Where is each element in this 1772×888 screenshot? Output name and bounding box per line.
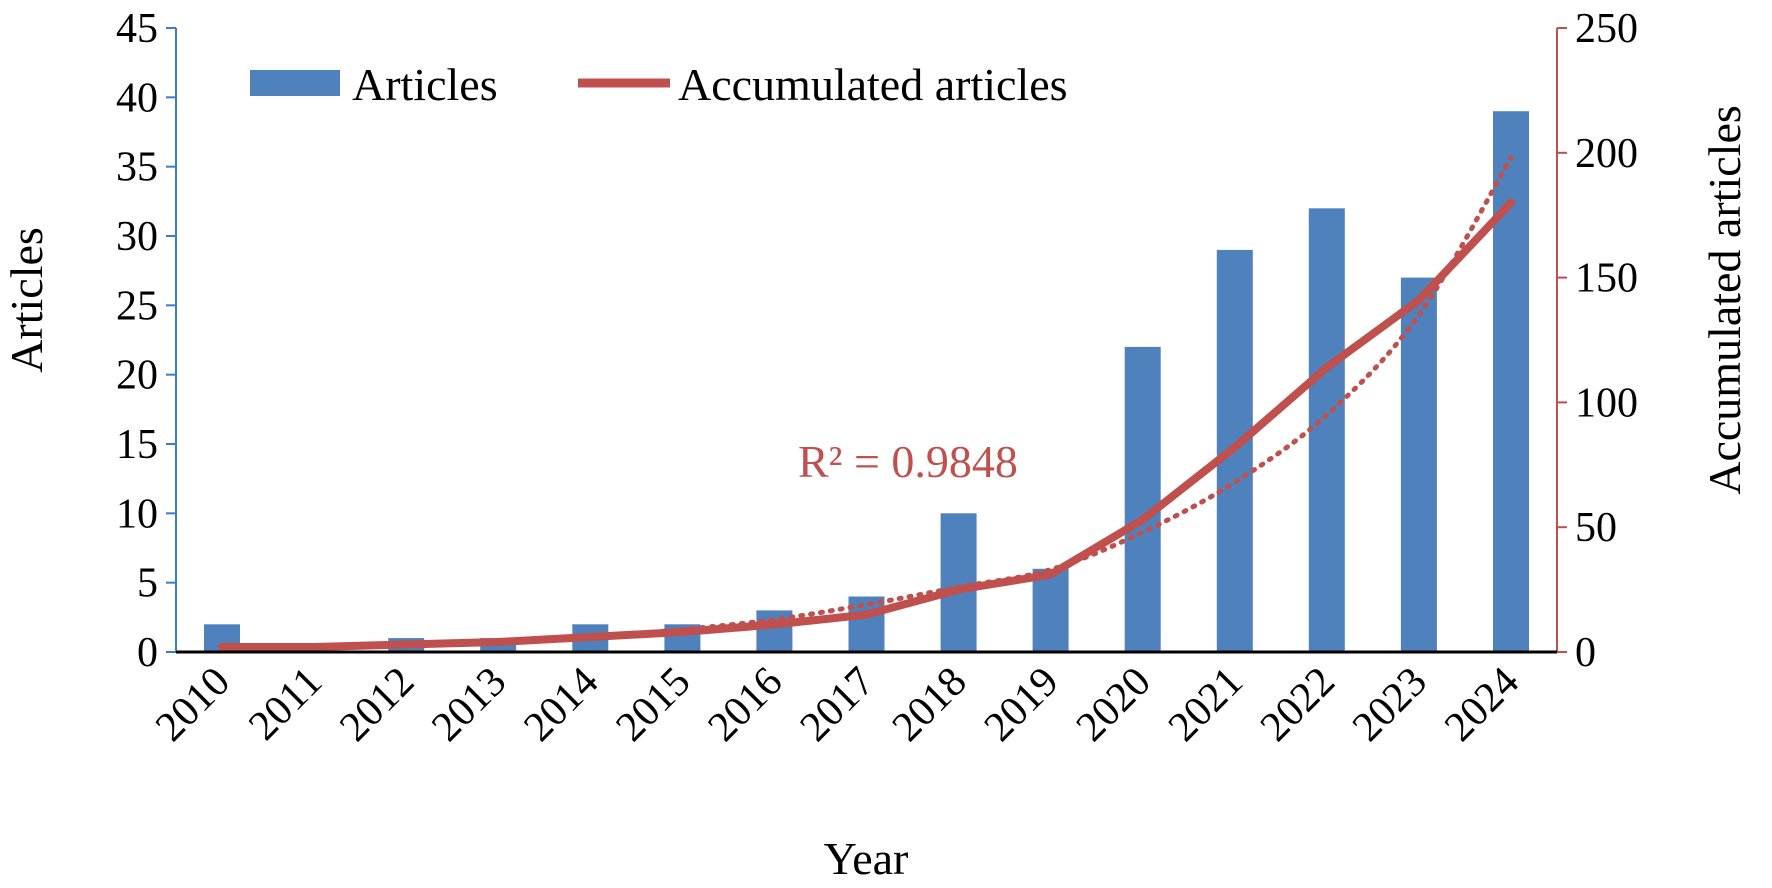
x-tick-label-2019: 2019 [976, 659, 1068, 751]
x-tick-label-2022: 2022 [1252, 659, 1344, 751]
x-tick-label-2013: 2013 [423, 659, 515, 751]
y-right-tick-label-150: 150 [1575, 256, 1638, 302]
y-right-tick-label-50: 50 [1575, 505, 1617, 551]
y-tick-label-5: 5 [137, 561, 158, 607]
bar-2020 [1124, 346, 1161, 652]
trendline-annotation: R² = 0.9848 [798, 436, 1018, 487]
x-tick-label-2012: 2012 [331, 659, 423, 751]
x-tick-label-2015: 2015 [608, 659, 700, 751]
y-right-tick-label-100: 100 [1575, 380, 1638, 426]
x-tick-label-2010: 2010 [147, 659, 239, 751]
y-right-tick-label-0: 0 [1575, 630, 1596, 676]
x-tick-label-2024: 2024 [1436, 659, 1528, 751]
legend-label-articles: Articles [352, 59, 498, 110]
x-tick-label-2018: 2018 [884, 659, 976, 751]
bar-2023 [1400, 277, 1437, 652]
y-tick-label-40: 40 [116, 75, 158, 121]
y-right-tick-label-200: 200 [1575, 131, 1638, 177]
bars-group [204, 111, 1529, 653]
bar-2018 [940, 513, 977, 652]
y-tick-label-10: 10 [116, 491, 158, 537]
legend-label-accumulated: Accumulated articles [678, 59, 1068, 110]
bar-2019 [1032, 568, 1069, 652]
y-tick-label-35: 35 [116, 145, 158, 191]
right-tick-labels: 0 50 100 150 200 250 [1575, 6, 1638, 676]
y-tick-label-45: 45 [116, 6, 158, 52]
left-tick-labels: 0 5 10 15 20 25 30 35 40 45 [116, 6, 158, 676]
bar-2024 [1493, 111, 1529, 652]
axes-group [166, 27, 1567, 654]
y-tick-label-15: 15 [116, 422, 158, 468]
y-axis-right-title: Accumulated articles [1699, 105, 1750, 495]
x-tick-label-2023: 2023 [1344, 659, 1436, 751]
y-tick-label-30: 30 [116, 214, 158, 260]
x-tick-label-2017: 2017 [792, 659, 884, 751]
x-tick-label-2016: 2016 [700, 659, 792, 751]
y-axis-title: Articles [1, 227, 52, 373]
y-right-tick-label-250: 250 [1575, 6, 1638, 52]
y-tick-label-25: 25 [116, 283, 158, 329]
x-tick-labels: 2010 2011 2012 2013 2014 2015 2016 2017 2018 2019… [147, 659, 1528, 751]
y-tick-label-20: 20 [116, 353, 158, 399]
bar-2016 [756, 610, 793, 652]
x-tick-label-2011: 2011 [240, 659, 331, 750]
legend-swatch-articles [250, 70, 340, 96]
x-axis-title: Year [824, 833, 909, 884]
x-tick-label-2021: 2021 [1160, 659, 1252, 751]
x-tick-label-2020: 2020 [1068, 659, 1160, 751]
legend: Articles Accumulated articles [250, 59, 1068, 110]
bar-2017 [848, 596, 885, 652]
y-tick-label-0: 0 [137, 630, 158, 676]
bar-2022 [1308, 208, 1345, 653]
x-tick-label-2014: 2014 [515, 659, 607, 751]
accumulated-line-group [218, 198, 1515, 651]
